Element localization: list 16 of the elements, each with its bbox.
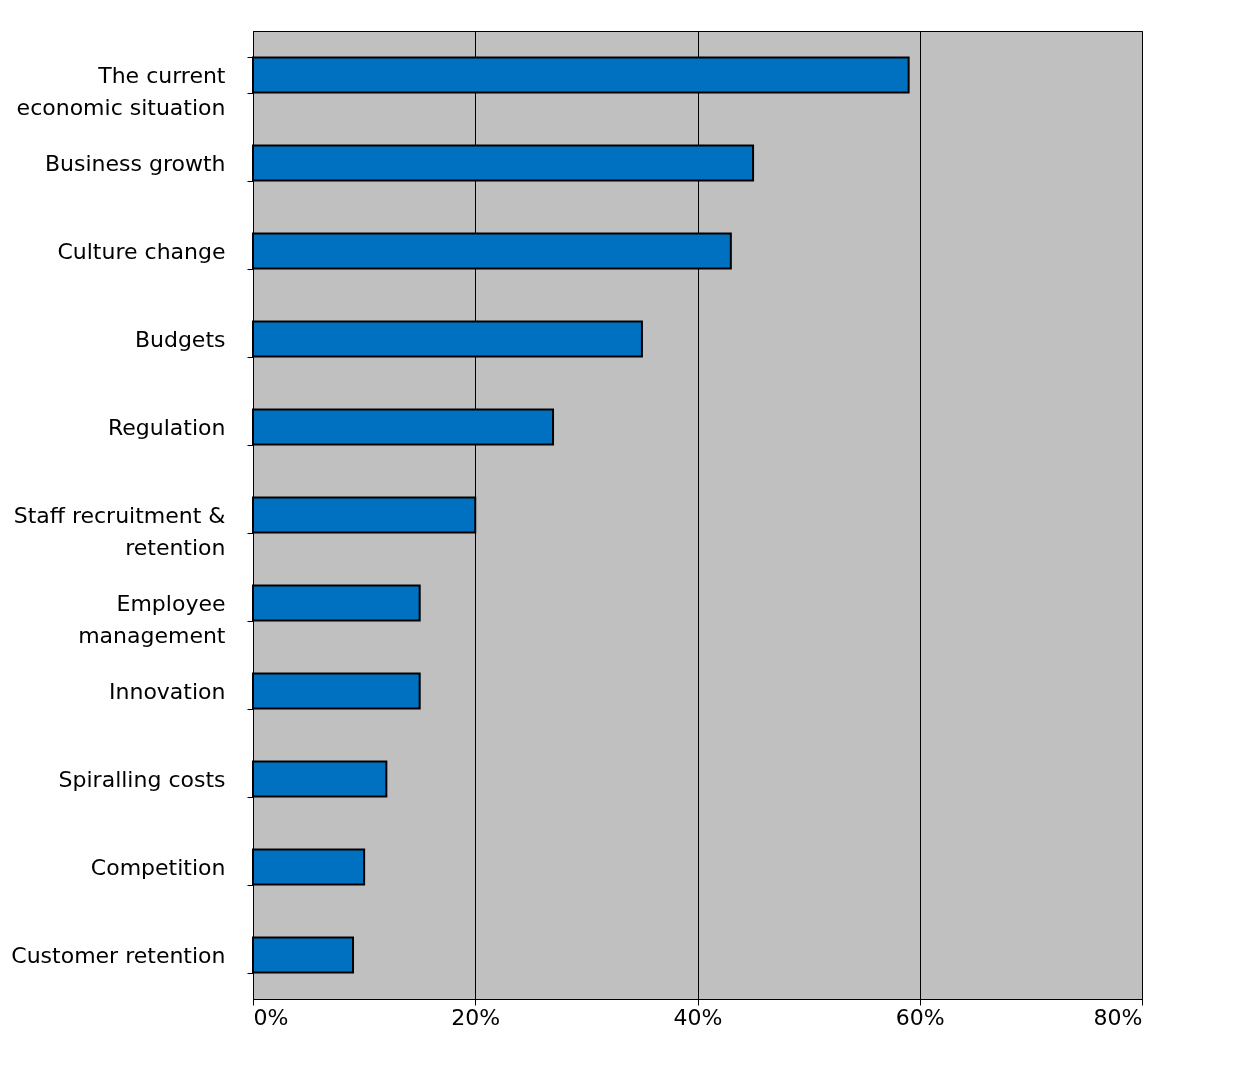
x-tick-label: 80% bbox=[1093, 1004, 1143, 1030]
y-tick-label: Employee management bbox=[78, 590, 226, 648]
y-tick-label: Customer retention bbox=[11, 942, 226, 968]
y-tick-label: Regulation bbox=[108, 414, 226, 440]
x-tick-label: 0% bbox=[253, 1004, 289, 1030]
y-tick-label: Budgets bbox=[134, 326, 226, 352]
y-tick-label: Innovation bbox=[109, 678, 226, 704]
x-tick-label: 40% bbox=[673, 1004, 723, 1030]
y-tick-label: Spiralling costs bbox=[58, 766, 226, 792]
x-tick-label: 60% bbox=[895, 1004, 945, 1030]
y-tick-label: Culture change bbox=[57, 238, 226, 264]
y-tick-label: Business growth bbox=[44, 150, 226, 176]
y-tick-label: Staff recruitment & retention bbox=[13, 502, 226, 560]
x-tick-label: 20% bbox=[451, 1004, 501, 1030]
y-tick-label: The current economic situation bbox=[16, 62, 226, 120]
y-tick-label: Competition bbox=[90, 854, 226, 880]
